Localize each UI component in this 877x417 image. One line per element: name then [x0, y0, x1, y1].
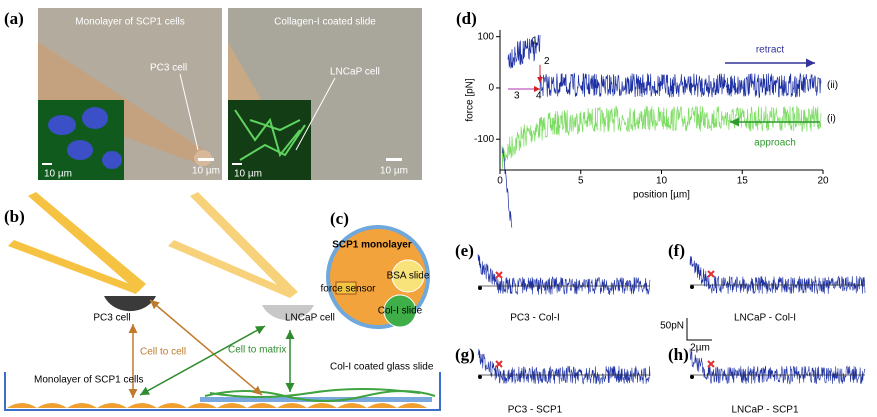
event-marker: [496, 272, 502, 278]
contact-point: [478, 286, 482, 290]
caption: Monolayer of SCP1 cells: [75, 17, 185, 28]
caption: Collagen-I coated slide: [274, 17, 376, 28]
monolayer-label: Monolayer of SCP1 cells: [34, 375, 144, 386]
contact-point: [690, 285, 694, 289]
y-axis-label: force [pN]: [465, 78, 476, 122]
arrow-label: Cell to matrix: [228, 345, 286, 356]
trace-tag: (i): [827, 113, 836, 124]
caption: LNCaP - SCP1: [731, 405, 799, 416]
region-label: BSA slide: [387, 271, 430, 282]
noise-trace: [478, 349, 650, 384]
event-marker: [708, 361, 714, 367]
micrograph: Monolayer of SCP1 cells PC3 cell 10 µm 1…: [38, 8, 222, 180]
caption: LNCaP - Col-I: [734, 313, 796, 324]
caption: PC3 - SCP1: [508, 405, 563, 416]
scale-label: 10 µm: [192, 166, 220, 177]
panel-label: (f): [668, 241, 685, 260]
noise-trace: [478, 254, 650, 295]
panel-label: (g): [455, 345, 475, 364]
panel-label: (b): [4, 207, 25, 226]
contact-point: [690, 375, 694, 379]
step-label: 1: [532, 35, 538, 46]
y-tick-label: 0: [488, 83, 494, 94]
region-label: SCP1 monolayer: [332, 240, 412, 251]
force-plot: 12 3 4 0 5 10 15 20 -100 0 100 position [µm] force […: [465, 30, 838, 228]
panel-label: (c): [330, 209, 349, 228]
cell-label: PC3 cell: [93, 313, 130, 324]
x-tick-label: 0: [497, 176, 503, 187]
figure: (a) Monolayer of SCP1 cells PC3 cell 10 …: [0, 0, 877, 417]
scale-label: 2µm: [690, 343, 710, 354]
y-tick-label: -100: [474, 134, 494, 145]
x-axis-label: position [µm]: [633, 190, 690, 201]
step-label: 3: [514, 90, 520, 101]
cell-label: LNCaP cell: [330, 67, 380, 78]
noise-trace: [690, 349, 865, 385]
scale-label: 10 µm: [44, 169, 72, 180]
y-tick-label: 100: [477, 31, 494, 42]
scale-label: 50pN: [660, 321, 684, 332]
event-marker: [496, 361, 502, 367]
legend-label: approach: [754, 138, 796, 149]
event-marker: [708, 271, 714, 277]
slide-label: Col-I coated glass slide: [330, 362, 434, 373]
panel-label: (e): [455, 241, 474, 260]
step-label: 2: [544, 56, 550, 67]
panel-label: (h): [668, 345, 689, 364]
cell-label: LNCaP cell: [285, 313, 335, 324]
trace-tag: (ii): [827, 80, 838, 91]
x-tick-label: 20: [817, 176, 829, 187]
panel-label: (a): [4, 9, 24, 28]
x-tick-label: 15: [737, 176, 749, 187]
scale-label: 10 µm: [380, 166, 408, 177]
contact-point: [478, 375, 482, 379]
layout-diagram: SCP1 monolayer BSA slide force sensor Co…: [320, 225, 430, 329]
arrow-label: Cell to cell: [140, 347, 186, 358]
micrograph: Collagen-I coated slide LNCaP cell 10 µm…: [228, 8, 422, 180]
region-label: force sensor: [320, 284, 376, 295]
cell-label: PC3 cell: [150, 63, 187, 74]
noise-trace: [540, 73, 821, 97]
noise-trace: [690, 256, 865, 294]
scale-label: 10 µm: [234, 169, 262, 180]
legend-label: retract: [756, 45, 785, 56]
panel-label: (d): [456, 9, 477, 28]
x-tick-label: 10: [656, 176, 668, 187]
caption: PC3 - Col-I: [510, 313, 559, 324]
region-label: Col-I slide: [378, 306, 423, 317]
step-label: 4: [536, 90, 542, 101]
x-tick-label: 5: [578, 176, 584, 187]
scale-bar: [687, 318, 712, 340]
